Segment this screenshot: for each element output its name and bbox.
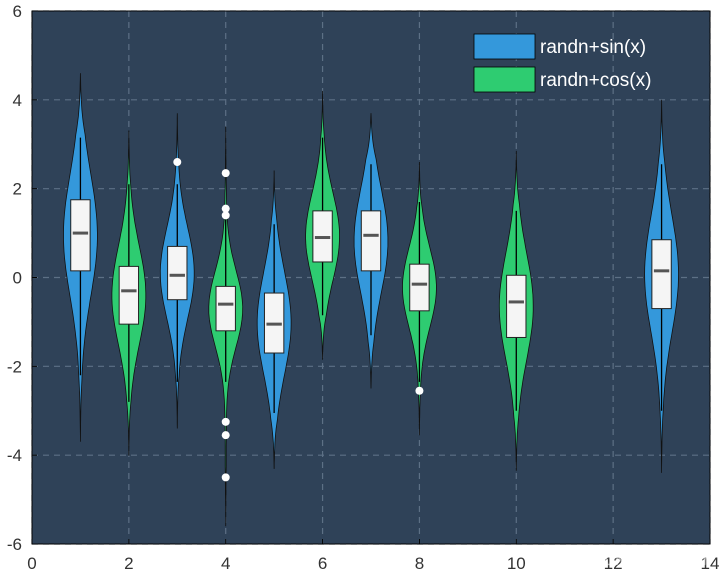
outlier-point (221, 431, 230, 440)
y-tick-label: 6 (13, 2, 22, 21)
violin-cos-6 (305, 90, 340, 360)
y-tick-label: -2 (7, 357, 22, 376)
box (167, 245, 188, 301)
violin-sin-5 (256, 170, 292, 469)
outlier-point (221, 473, 230, 482)
violin-sin-3 (159, 113, 195, 429)
outlier-point (221, 169, 230, 178)
box (215, 285, 236, 332)
box (651, 239, 672, 310)
x-tick-label: 4 (221, 554, 230, 573)
legend-label: randn+cos(x) (540, 70, 651, 91)
y-tick-label: 0 (13, 269, 22, 288)
violin-cos-8 (402, 161, 437, 436)
legend: randn+sin(x) randn+cos(x) (473, 33, 651, 93)
watermark: CSDN @slandarer (583, 552, 708, 569)
y-tick-label: -4 (7, 446, 22, 465)
violin-sin-7 (353, 113, 389, 389)
box (70, 199, 91, 272)
violin-sin-1 (63, 73, 98, 442)
legend-swatch (473, 66, 536, 93)
violin-cos-10 (498, 150, 534, 471)
x-tick-label: 8 (415, 554, 424, 573)
y-tick-label: 4 (13, 91, 22, 110)
y-tick-label: -6 (7, 535, 22, 554)
axes: 0 2 4 6 8 10 12 14 -6 -4 -2 0 2 4 6 (7, 2, 720, 573)
x-tick-label: 14 (701, 554, 720, 573)
x-tick-label: 2 (124, 554, 133, 573)
box (409, 263, 430, 312)
legend-swatch (473, 33, 536, 60)
legend-label: randn+sin(x) (540, 37, 646, 58)
box (118, 265, 140, 325)
box (506, 274, 527, 338)
x-tick-label: 6 (318, 554, 327, 573)
outlier-point (221, 211, 230, 220)
outlier-point (173, 158, 182, 167)
violin-cos-4 (208, 126, 244, 527)
box (360, 210, 382, 272)
violin-layer (63, 73, 679, 527)
outlier-point (221, 204, 230, 213)
outlier-point (221, 417, 230, 426)
x-tick-label: 12 (604, 554, 623, 573)
violin-sin-13 (644, 99, 679, 473)
y-tick-label: 2 (13, 180, 22, 199)
x-tick-label: 0 (27, 554, 36, 573)
outlier-point (415, 386, 424, 395)
x-tick-label: 10 (507, 554, 526, 573)
violin-cos-2 (111, 130, 147, 456)
